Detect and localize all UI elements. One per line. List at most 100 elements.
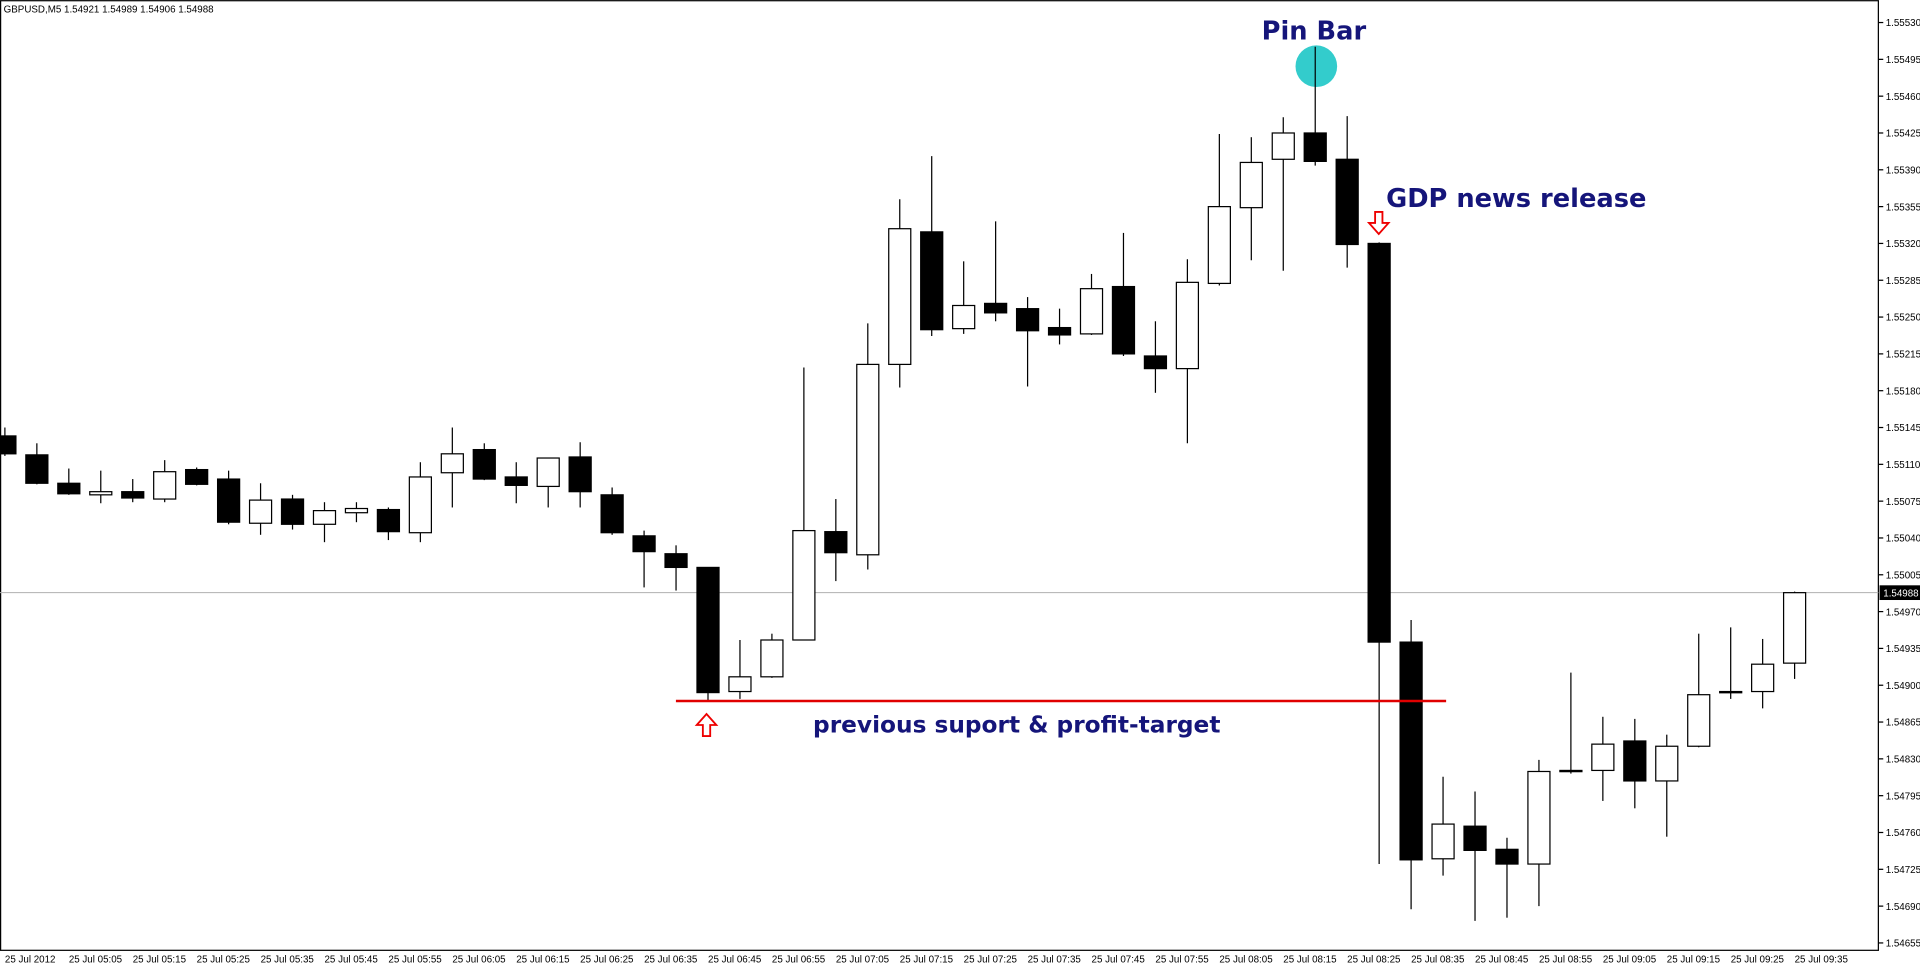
x-tick-label: 25 Jul 07:55 <box>1155 955 1209 966</box>
y-tick-label: 1.55005 <box>1886 570 1920 581</box>
x-tick-label: 25 Jul 05:05 <box>69 955 123 966</box>
y-tick-label: 1.55075 <box>1886 497 1920 508</box>
pin-bar-highlight <box>1295 45 1338 88</box>
candle-body <box>153 471 177 500</box>
candle-body <box>728 676 752 693</box>
candle-body <box>1303 132 1327 162</box>
gdp-note: GDP news release <box>1386 184 1646 214</box>
x-tick-label: 25 Jul 08:25 <box>1347 955 1401 966</box>
y-tick-label: 1.54760 <box>1886 828 1920 839</box>
x-tick-label: 25 Jul 08:45 <box>1475 955 1529 966</box>
current-price-label: 1.54988 <box>1883 588 1919 599</box>
x-tick-label: 25 Jul 07:25 <box>964 955 1018 966</box>
x-tick-label: 25 Jul 05:55 <box>388 955 442 966</box>
pin-bar-note: Pin Bar <box>1262 16 1367 46</box>
candle-body <box>121 491 145 499</box>
symbol: GBPUSD,M5 <box>4 4 62 15</box>
candle-body <box>1559 769 1583 773</box>
x-tick-label: 25 Jul 06:35 <box>644 955 698 966</box>
y-tick-label: 1.55425 <box>1886 129 1920 140</box>
y-tick-label: 1.55215 <box>1886 350 1920 361</box>
candle-body <box>312 510 337 525</box>
candle-body <box>920 231 944 331</box>
candle-body <box>600 494 624 534</box>
candle-body <box>1111 285 1136 355</box>
x-tick-label: 25 Jul 07:15 <box>900 955 954 966</box>
header-high: 1.54989 <box>102 4 137 15</box>
candle-body <box>792 529 816 641</box>
candle-body <box>376 508 401 533</box>
y-tick-label: 1.54900 <box>1886 681 1920 692</box>
x-tick-label: 25 Jul 2012 <box>5 955 56 966</box>
candle-body <box>824 531 848 554</box>
y-tick-label: 1.54865 <box>1886 718 1920 729</box>
candle-body <box>1687 694 1711 747</box>
y-tick-label: 1.54690 <box>1886 902 1920 913</box>
candle-body <box>57 482 81 495</box>
candle-body <box>1719 690 1743 694</box>
x-tick-label: 25 Jul 06:05 <box>452 955 506 966</box>
candle-body <box>983 302 1008 314</box>
candle-body <box>1335 158 1359 246</box>
candle-body <box>280 498 305 525</box>
x-tick-label: 25 Jul 05:35 <box>261 955 315 966</box>
candle-body <box>1079 288 1104 335</box>
y-tick-label: 1.54970 <box>1886 607 1920 618</box>
candle-body <box>0 435 17 455</box>
y-tick-label: 1.55285 <box>1886 276 1920 287</box>
x-tick-label: 25 Jul 06:15 <box>516 955 570 966</box>
x-tick-label: 25 Jul 06:25 <box>580 955 634 966</box>
x-tick-label: 25 Jul 06:55 <box>772 955 826 966</box>
x-tick-label: 25 Jul 05:15 <box>133 955 187 966</box>
candle-body <box>536 457 560 488</box>
x-tick-label: 25 Jul 08:35 <box>1411 955 1465 966</box>
candle-body <box>1463 825 1487 851</box>
candle-body <box>1751 663 1775 693</box>
candle-body <box>632 535 656 553</box>
x-tick-label: 25 Jul 08:15 <box>1283 955 1337 966</box>
candle-body <box>1591 743 1615 772</box>
y-tick-label: 1.55530 <box>1886 18 1920 29</box>
candle-body <box>1207 206 1231 285</box>
candle-body <box>1623 740 1647 782</box>
candle-body <box>1015 308 1040 332</box>
plot <box>0 46 1879 921</box>
candle-body <box>408 476 432 534</box>
candle-body <box>760 639 784 678</box>
candle-body <box>1047 326 1072 336</box>
x-tick-label: 25 Jul 05:25 <box>197 955 251 966</box>
header-close: 1.54988 <box>178 4 214 15</box>
y-tick-label: 1.55145 <box>1886 423 1920 434</box>
candle-body <box>185 468 209 485</box>
y-tick-label: 1.55250 <box>1886 313 1920 324</box>
candle-body <box>440 453 464 474</box>
y-tick-label: 1.55355 <box>1886 202 1920 213</box>
y-tick-label: 1.54935 <box>1886 644 1920 655</box>
y-tick-label: 1.55110 <box>1886 460 1920 471</box>
up-arrow <box>694 712 719 737</box>
candle-body <box>504 476 528 486</box>
x-tick-label: 25 Jul 06:45 <box>708 955 762 966</box>
candle-body <box>952 304 976 330</box>
candle-body <box>1495 848 1519 865</box>
x-tick-label: 25 Jul 07:35 <box>1028 955 1082 966</box>
candle-body <box>1655 745 1679 782</box>
y-tick-label: 1.55495 <box>1886 55 1920 66</box>
candle-body <box>472 448 496 480</box>
x-tick-label: 25 Jul 09:15 <box>1667 955 1721 966</box>
candle-body <box>1143 355 1168 370</box>
x-tick-label: 25 Jul 09:05 <box>1603 955 1657 966</box>
candle-body <box>888 228 912 366</box>
candle-body <box>1782 592 1807 664</box>
y-tick-label: 1.54655 <box>1886 939 1920 950</box>
header-low: 1.54906 <box>140 4 176 15</box>
x-tick-label: 25 Jul 07:05 <box>836 955 890 966</box>
y-tick-label: 1.55460 <box>1886 92 1920 103</box>
candle-body <box>89 491 113 496</box>
y-tick-label: 1.55040 <box>1886 534 1920 545</box>
y-tick-label: 1.54795 <box>1886 791 1920 802</box>
candle-body <box>25 454 49 484</box>
x-tick-label: 25 Jul 05:45 <box>324 955 378 966</box>
plot-frame <box>0 0 1879 951</box>
